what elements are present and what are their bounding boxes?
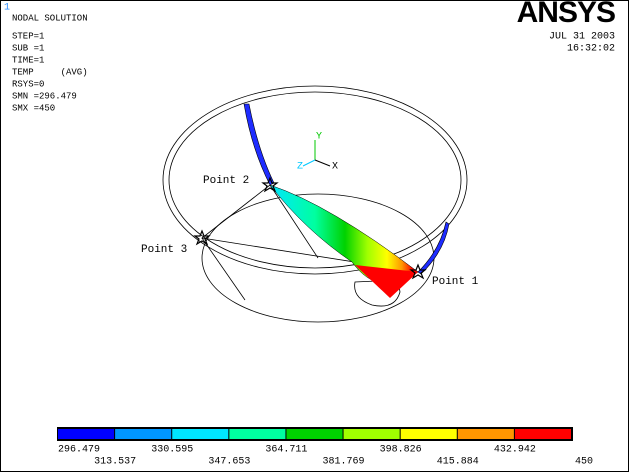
axis-label: Z xyxy=(297,162,303,173)
legend-band xyxy=(400,429,457,439)
header-line: SMN =296.479 xyxy=(12,91,77,101)
legend-band xyxy=(172,429,229,439)
point-label: Point 3 xyxy=(141,244,187,256)
header: NODAL SOLUTION STEP=1 SUB =1 TIME=1 TEMP (AV… xyxy=(12,13,88,113)
legend-band xyxy=(58,429,115,439)
legend-label: 296.479 xyxy=(58,445,100,456)
legend-label: 330.595 xyxy=(151,445,193,456)
header-line: SUB =1 xyxy=(12,43,44,53)
legend-band xyxy=(229,429,286,439)
legend-band xyxy=(514,429,571,439)
legend-label: 398.826 xyxy=(380,445,422,456)
legend-label: 432.942 xyxy=(494,445,536,456)
legend-label: 313.537 xyxy=(94,457,136,468)
header-line: TIME=1 xyxy=(12,55,44,65)
time: 16:32:02 xyxy=(567,44,615,55)
legend-label: 450 xyxy=(575,457,593,468)
legend-label: 381.769 xyxy=(323,457,365,468)
axis-label: Y xyxy=(316,132,322,143)
logo: ANSYS xyxy=(517,0,615,29)
legend-band xyxy=(115,429,172,439)
window-number: 1 xyxy=(4,3,10,14)
legend-band xyxy=(343,429,400,439)
model xyxy=(162,85,468,323)
header-line: NODAL SOLUTION xyxy=(12,13,88,23)
date: JUL 31 2003 xyxy=(549,32,615,43)
axis-label: X xyxy=(332,162,338,173)
header-line: SMX =450 xyxy=(12,103,55,113)
legend-label: 347.653 xyxy=(208,457,250,468)
legend-label: 364.711 xyxy=(265,445,307,456)
legend-label: 415.884 xyxy=(437,457,479,468)
legend-band xyxy=(286,429,343,439)
legend-band xyxy=(457,429,514,439)
point-label: Point 1 xyxy=(432,276,479,288)
point-label: Point 2 xyxy=(203,175,249,187)
header-line: RSYS=0 xyxy=(12,79,44,89)
header-line: STEP=1 xyxy=(12,31,44,41)
header-line: TEMP (AVG) xyxy=(12,67,88,77)
